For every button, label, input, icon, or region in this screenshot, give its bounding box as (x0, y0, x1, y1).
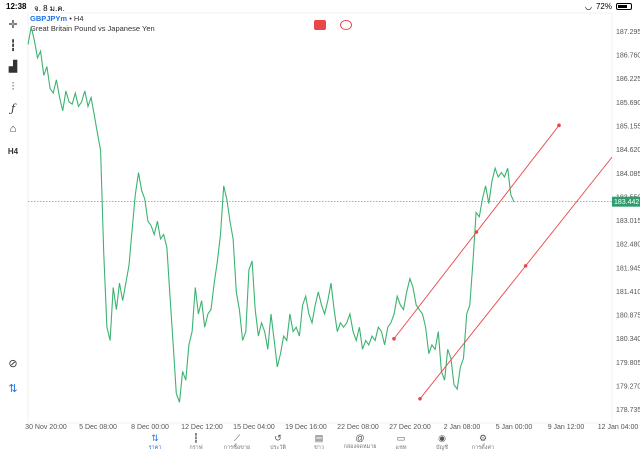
x-tick-label: 5 Dec 08:00 (79, 424, 117, 431)
zoom-icon[interactable]: ⊘ (8, 357, 18, 370)
y-tick-label: 184.620 (616, 147, 640, 154)
trend-line (393, 125, 560, 339)
y-tick-label: 185.155 (616, 124, 640, 131)
sell-flag-icon[interactable] (314, 20, 326, 30)
y-tick-label: 186.225 (616, 76, 640, 83)
nav-item-5[interactable]: ▤ ข่าว (299, 433, 339, 452)
bottom-nav: ⇅ ราคา ┇ กราฟ ⟋ การซื้อขาย ↺ ประวัติ ▤ ข่าว @ กล่อง… (0, 433, 640, 451)
nav-item-label: ราคา (148, 445, 162, 451)
nav-item-2[interactable]: ┇ กราฟ (176, 433, 216, 452)
price-series-line (27, 26, 515, 403)
trend-anchor-point (392, 336, 396, 341)
settings-sliders-icon[interactable]: ⫶ (11, 80, 15, 93)
symbol-description: Great Britain Pound vs Japanese Yen (30, 24, 155, 33)
chat-icon: ▭ (396, 433, 406, 443)
x-tick-label: 22 Dec 08:00 (337, 424, 379, 431)
x-tick-label: 19 Dec 16:00 (285, 424, 327, 431)
at-icon: @ (355, 433, 365, 443)
y-tick-label: 179.805 (616, 360, 640, 367)
function-icon[interactable]: ƒ (10, 101, 16, 115)
nav-item-label: กล่องจดหมาย (343, 444, 377, 450)
chart-icon: ⟋ (233, 433, 241, 443)
x-tick-label: 5 Jan 00:00 (496, 424, 533, 431)
y-tick-label: 183.015 (616, 218, 640, 225)
x-tick-label: 15 Dec 04:00 (233, 424, 275, 431)
gear-icon: ⚙ (478, 433, 488, 443)
nav-item-7[interactable]: ▭ แชท (381, 433, 421, 452)
current-price-label: 183.442 (614, 199, 639, 206)
battery-icon (616, 3, 632, 10)
y-tick-label: 187.295 (616, 29, 640, 36)
trend-anchor-point (418, 396, 422, 401)
status-bar: 12:38 จ. 8 ม.ค. ◡ 72% (0, 0, 640, 13)
candles-icon[interactable]: ┇ (9, 39, 17, 52)
y-tick-label: 185.690 (616, 100, 640, 107)
symbol-name: GBPJPYm (30, 14, 68, 23)
arrows-icon: ⇅ (151, 433, 159, 443)
nav-item-3[interactable]: ⟋ การซื้อขาย (217, 433, 257, 452)
nav-item-8[interactable]: ◉ บัญชี (422, 433, 462, 452)
timeframe-button[interactable]: H4 (7, 146, 19, 156)
y-tick-label: 181.945 (616, 265, 640, 272)
trend-line (419, 156, 613, 400)
buy-flag-icon[interactable] (340, 20, 352, 30)
candlestick-icon: ┇ (193, 433, 199, 443)
x-tick-label: 9 Jan 12:00 (548, 424, 585, 431)
crosshair-icon[interactable]: ✛ (8, 18, 18, 31)
symbol-timeframe: H4 (73, 14, 84, 23)
nav-item-label: ข่าว (314, 445, 324, 451)
trend-mid-point (474, 230, 479, 234)
nav-item-label: การตั้งค่า (471, 445, 495, 451)
status-date: จ. 8 ม.ค. (34, 4, 65, 13)
nav-item-label: แชท (395, 445, 407, 451)
chart-symbol: GBPJPYm • H4 (30, 14, 84, 23)
x-tick-label: 12 Jan 04:00 (598, 424, 639, 431)
x-tick-label: 2 Jan 08:00 (444, 424, 481, 431)
y-tick-label: 179.270 (616, 383, 640, 390)
nav-item-6[interactable]: @ กล่องจดหมาย (340, 433, 380, 451)
indicators-icon[interactable]: ▟ (8, 60, 18, 73)
status-right: ◡ 72% (585, 2, 632, 11)
y-tick-label: 180.875 (616, 313, 640, 320)
trend-anchor-point (557, 123, 561, 128)
trend-mid-point (523, 264, 528, 268)
history-icon: ↺ (274, 433, 282, 443)
x-tick-label: 8 Dec 00:00 (131, 424, 169, 431)
news-icon: ▤ (314, 433, 324, 443)
y-tick-label: 182.480 (616, 242, 640, 249)
y-tick-label: 178.735 (616, 407, 640, 414)
shapes-icon[interactable]: ⌂ (9, 123, 17, 135)
y-tick-label: 181.410 (616, 289, 640, 296)
current-price-tag (612, 196, 640, 207)
y-tick-label: 180.340 (616, 336, 640, 343)
x-tick-label: 12 Dec 12:00 (181, 424, 223, 431)
x-tick-label: 27 Dec 20:00 (389, 424, 431, 431)
status-time: 12:38 (6, 2, 27, 11)
nav-item-label: การซื้อขาย (223, 445, 251, 451)
wifi-icon: ◡ (585, 2, 592, 11)
y-tick-label: 186.760 (616, 53, 640, 60)
nav-item-4[interactable]: ↺ ประวัติ (258, 433, 298, 452)
plot-frame (27, 12, 613, 424)
nav-item-label: ประวัติ (269, 445, 287, 451)
trade-icon[interactable]: ⇅ (8, 382, 18, 395)
nav-item-9[interactable]: ⚙ การตั้งค่า (463, 433, 503, 452)
chart-toolbar: ✛ ┇ ▟ ⫶ ƒ ⌂ H4 ⊘ ⇅ (0, 13, 26, 408)
user-icon: ◉ (438, 433, 446, 443)
y-tick-label: 183.550 (616, 194, 640, 201)
nav-item-label: บัญชี (436, 445, 448, 451)
nav-item-label: กราฟ (189, 445, 203, 451)
x-tick-label: 30 Nov 20:00 (25, 424, 67, 431)
battery-percent: 72% (595, 2, 612, 11)
nav-item-1[interactable]: ⇅ ราคา (135, 433, 175, 452)
y-tick-label: 184.085 (616, 171, 640, 178)
